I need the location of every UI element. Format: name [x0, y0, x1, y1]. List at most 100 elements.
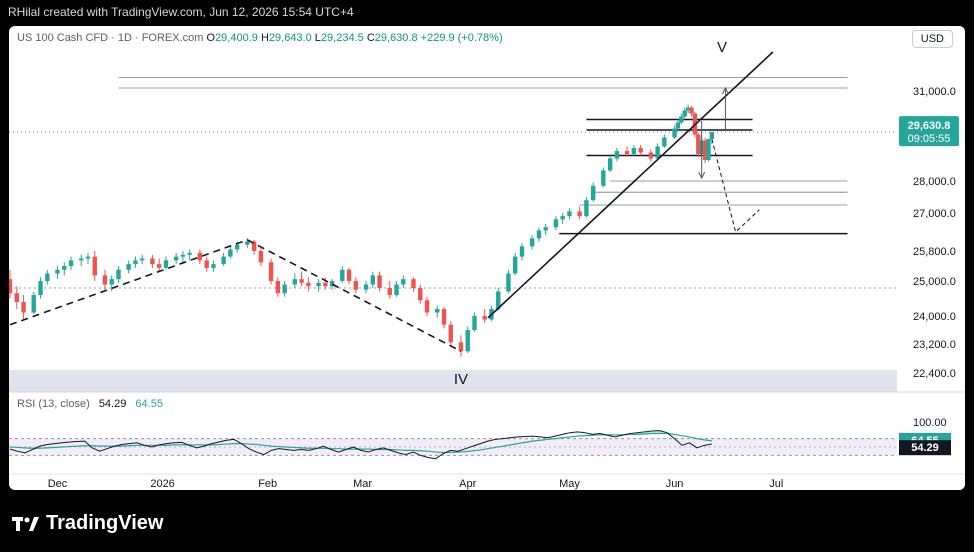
candle-body-4	[38, 281, 43, 295]
candle-body-28	[228, 249, 233, 257]
candle-body-74	[590, 185, 596, 201]
candle-body-30	[245, 241, 250, 245]
candle-body-95	[709, 132, 715, 139]
candle-body-23	[187, 252, 192, 255]
candle-body-84	[672, 128, 677, 138]
rsi-value: 54.29	[98, 398, 127, 410]
candle-body-38	[306, 282, 311, 287]
candle-body-12	[102, 275, 108, 285]
candle-body-1	[14, 293, 19, 302]
price-tick-4: 25,800.0	[913, 246, 956, 258]
rsi-title[interactable]: RSI (13, close)	[17, 398, 90, 410]
candle-body-93	[702, 140, 708, 160]
candle-body-71	[567, 211, 572, 217]
candle-body-94	[706, 139, 711, 160]
high-value: 29,643.0	[268, 32, 312, 44]
candle-body-14	[116, 269, 121, 280]
ohlc-legend: US 100 Cash CFD · 1D · FOREX.com O29,400…	[17, 32, 503, 44]
candle-body-60	[482, 316, 487, 320]
time-label-4: Apr	[459, 478, 476, 490]
candle-body-46	[370, 275, 375, 285]
candle-body-50	[401, 279, 406, 285]
candle-body-89	[689, 107, 694, 114]
rsi-value-badge	[899, 440, 951, 456]
time-label-5: May	[559, 478, 580, 490]
countdown-text: 09:05:55	[908, 133, 951, 145]
projection-dashed-path	[711, 138, 760, 233]
wave-label-top: V	[717, 39, 727, 56]
candle-body-79	[631, 148, 637, 154]
candle-body-45	[363, 284, 369, 290]
candle-body-57	[458, 342, 464, 352]
candle-body-78	[624, 151, 630, 154]
candle-body-56	[448, 324, 453, 343]
wave-dashed-path	[9, 239, 462, 352]
candle-body-81	[648, 152, 654, 159]
brand-name: TradingView	[46, 512, 164, 534]
candle-body-17	[140, 258, 145, 261]
rsi-ma-value: 64.55	[135, 398, 163, 410]
close-label: C	[366, 32, 375, 44]
currency-button[interactable]: USD	[911, 30, 953, 48]
symbol-label[interactable]: US 100 Cash CFD · 1D · FOREX.com	[17, 32, 204, 44]
candle-body-3	[31, 295, 36, 313]
candle-body-2	[21, 302, 26, 313]
open-label: O	[206, 32, 216, 44]
candle-body-37	[299, 279, 304, 283]
price-chart[interactable]: VIV31,000.030,000.028,000.027,000.025,80…	[9, 26, 965, 490]
candle-body-58	[465, 330, 470, 352]
candle-body-69	[553, 219, 559, 228]
candle-body-66	[529, 238, 535, 247]
candle-body-75	[601, 170, 606, 186]
candle-body-55	[441, 309, 447, 325]
price-tick-5: 25,000.0	[913, 276, 956, 288]
time-label-2: Feb	[258, 478, 277, 490]
candle-body-49	[394, 284, 399, 295]
close-value: 29,630.8	[374, 32, 418, 44]
candle-body-32	[258, 251, 264, 263]
candle-body-18	[150, 258, 155, 265]
price-tick-3: 27,000.0	[913, 208, 956, 220]
candle-body-73	[584, 200, 589, 217]
time-label-1: 2026	[150, 478, 174, 490]
candle-body-13	[109, 279, 114, 285]
candle-body-43	[346, 269, 352, 281]
rsi-line	[9, 430, 712, 460]
price-tick-0: 31,000.0	[913, 86, 956, 98]
time-label-7: Jul	[769, 478, 783, 490]
candle-body-9	[79, 258, 84, 261]
tradingview-logo[interactable]: TradingView	[12, 512, 163, 535]
wave-label-bottom: IV	[454, 371, 468, 388]
candle-body-33	[268, 262, 274, 281]
candle-body-82	[655, 146, 660, 159]
candle-body-47	[377, 275, 382, 288]
candle-body-20	[163, 260, 169, 268]
candle-body-65	[519, 246, 525, 257]
trendline	[487, 51, 774, 319]
candle-body-0	[9, 279, 13, 294]
last-price-text: 29,630.8	[908, 120, 951, 132]
candle-body-25	[204, 260, 209, 268]
candle-body-88	[685, 107, 691, 111]
candle-body-87	[682, 110, 687, 117]
candle-body-91	[696, 134, 701, 154]
candle-body-42	[340, 269, 345, 281]
rsi-ma-line	[9, 432, 712, 454]
candle-body-51	[411, 279, 416, 288]
last-price-badge	[899, 116, 959, 147]
tradingview-logo-icon	[12, 516, 39, 531]
candle-body-54	[435, 309, 440, 313]
candle-body-7	[62, 266, 67, 270]
candle-body-8	[68, 260, 74, 266]
candle-body-63	[506, 273, 511, 292]
candle-body-83	[662, 137, 667, 147]
candle-body-10	[85, 256, 91, 259]
chart-panel[interactable]: VIV31,000.030,000.028,000.027,000.025,80…	[9, 26, 965, 490]
candle-body-86	[679, 116, 684, 123]
candle-body-31	[251, 241, 257, 251]
target-up-arrowhead	[721, 86, 729, 95]
candle-body-24	[197, 252, 203, 261]
candle-body-16	[133, 260, 138, 265]
candle-body-59	[472, 316, 477, 330]
